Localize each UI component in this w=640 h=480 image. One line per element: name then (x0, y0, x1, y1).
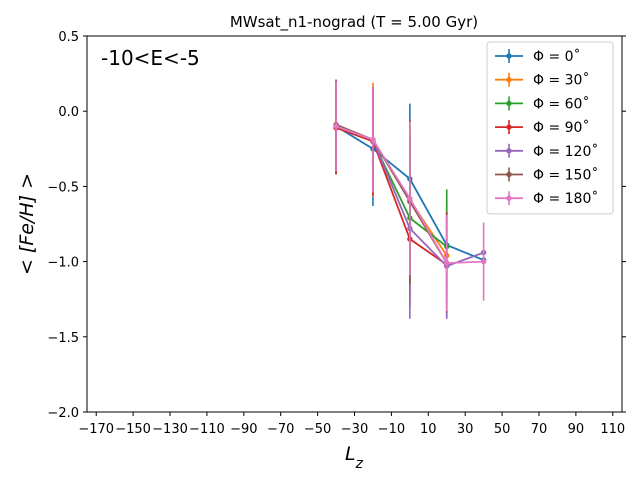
x-tick-label: 90 (568, 422, 585, 437)
legend: Φ = 0˚ Φ = 30˚ Φ = 60˚ Φ = 90˚ Φ = 120˚ Φ = 1… (486, 41, 614, 215)
legend-marker (506, 148, 512, 154)
y-tick-label: −1.5 (47, 331, 79, 346)
x-axis-label: Lz (345, 443, 364, 472)
x-tick-label: −30 (341, 422, 368, 437)
chart-title: MWsat_n1-nograd (T = 5.00 Gyr) (230, 13, 478, 32)
x-tick-label: −150 (115, 422, 151, 437)
y-tick-label: −1.0 (47, 256, 79, 271)
legend-marker (506, 171, 512, 178)
x-tick-label: −130 (152, 422, 188, 437)
x-tick-label: −10 (378, 422, 405, 437)
legend-label: Φ = 120˚ (533, 143, 598, 160)
x-tick-label: 30 (457, 422, 474, 437)
x-tick-label: −90 (230, 422, 257, 437)
data-point (444, 260, 450, 266)
series-line (335, 126, 448, 248)
x-tick-label: −170 (78, 422, 114, 437)
legend-label: Φ = 150˚ (533, 167, 598, 184)
y-tick-label: −2.0 (47, 406, 79, 421)
x-tick-label: 50 (494, 422, 511, 437)
x-tick-label: −110 (189, 422, 225, 437)
legend-marker (506, 53, 512, 59)
data-point (370, 137, 376, 143)
legend-marker (506, 124, 512, 130)
legend-frame (486, 41, 614, 215)
x-tick-label: 70 (531, 422, 548, 437)
data-point (333, 123, 339, 129)
energy-annotation: -10<E<-5 (101, 46, 200, 70)
x-tick-label: −50 (304, 422, 331, 437)
legend-label: Φ = 90˚ (533, 119, 589, 136)
legend-label: Φ = 60˚ (533, 95, 589, 112)
legend-label: Φ = 30˚ (533, 72, 589, 89)
y-tick-label: −0.5 (47, 180, 79, 195)
data-point (407, 195, 413, 202)
legend-marker (506, 77, 512, 83)
y-tick-label: 0.5 (58, 30, 79, 45)
y-axis-label: < [Fe/H] > (16, 173, 38, 275)
y-tick-label: 0.0 (58, 105, 79, 120)
x-tick-label: 10 (420, 422, 437, 437)
series-line (335, 126, 448, 266)
x-tick-label: 110 (600, 422, 625, 437)
series-line (335, 123, 448, 264)
legend-marker (506, 100, 512, 107)
legend-marker (506, 195, 512, 201)
plot-area (333, 79, 487, 319)
data-point (480, 258, 487, 265)
legend-label: Φ = 180˚ (533, 190, 598, 207)
x-tick-label: −70 (267, 422, 294, 437)
legend-label: Φ = 0˚ (533, 48, 581, 65)
